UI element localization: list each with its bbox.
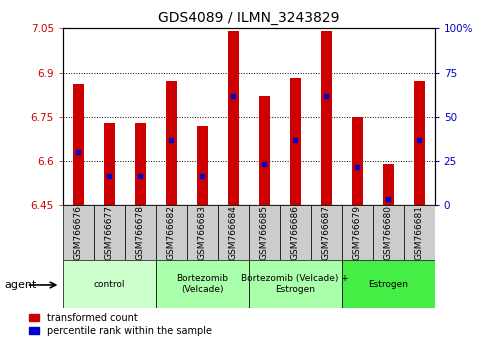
Bar [94, 205, 125, 260]
Bar [104, 123, 114, 205]
Text: Bortezomib (Velcade) +
Estrogen: Bortezomib (Velcade) + Estrogen [242, 274, 349, 294]
Text: GSM766682: GSM766682 [167, 205, 176, 260]
Text: GSM766678: GSM766678 [136, 205, 145, 260]
Bar [187, 205, 218, 260]
Legend: transformed count, percentile rank within the sample: transformed count, percentile rank withi… [29, 313, 212, 336]
Bar [373, 205, 404, 260]
Bar [321, 31, 332, 205]
Text: GSM766676: GSM766676 [74, 205, 83, 260]
Bar [290, 79, 300, 205]
Bar [125, 205, 156, 260]
Text: agent: agent [5, 280, 37, 290]
Text: GSM766681: GSM766681 [415, 205, 424, 260]
Text: Bortezomib
(Velcade): Bortezomib (Velcade) [176, 274, 228, 294]
Bar [383, 164, 394, 205]
Bar [249, 260, 342, 308]
Bar [197, 126, 208, 205]
Title: GDS4089 / ILMN_3243829: GDS4089 / ILMN_3243829 [158, 11, 340, 24]
Text: GSM766685: GSM766685 [260, 205, 269, 260]
Bar [404, 205, 435, 260]
Text: GSM766677: GSM766677 [105, 205, 114, 260]
Bar [311, 205, 342, 260]
Bar [342, 260, 435, 308]
Bar [414, 81, 425, 205]
Bar [156, 205, 187, 260]
Bar [63, 205, 94, 260]
Bar [166, 81, 177, 205]
Bar [280, 205, 311, 260]
Bar [156, 260, 249, 308]
Bar [228, 31, 239, 205]
Text: GSM766683: GSM766683 [198, 205, 207, 260]
Bar [218, 205, 249, 260]
Bar [73, 84, 84, 205]
Bar [352, 117, 363, 205]
Bar [249, 205, 280, 260]
Text: GSM766679: GSM766679 [353, 205, 362, 260]
Bar [135, 123, 146, 205]
Text: GSM766687: GSM766687 [322, 205, 331, 260]
Text: Estrogen: Estrogen [368, 280, 408, 289]
Text: GSM766684: GSM766684 [229, 205, 238, 260]
Bar [63, 260, 156, 308]
Bar [342, 205, 373, 260]
Bar [259, 96, 270, 205]
Text: control: control [94, 280, 125, 289]
Text: GSM766680: GSM766680 [384, 205, 393, 260]
Text: GSM766686: GSM766686 [291, 205, 300, 260]
